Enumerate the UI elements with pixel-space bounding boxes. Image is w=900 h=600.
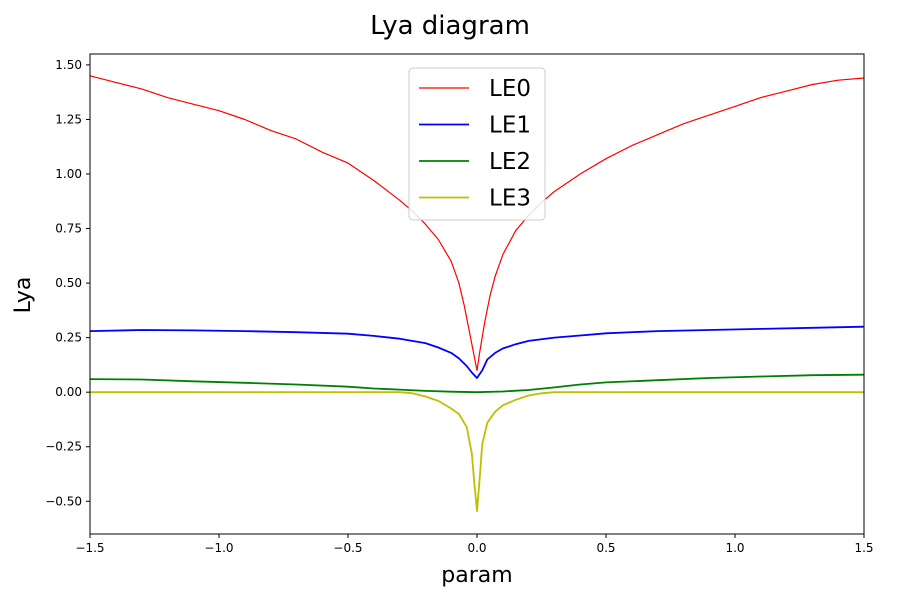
y-tick-label: 0.50 xyxy=(55,276,82,290)
x-tick-label: 0.0 xyxy=(467,541,486,555)
y-tick-label: 1.50 xyxy=(55,58,82,72)
legend-label-le1: LE1 xyxy=(489,113,531,139)
series-line-le1 xyxy=(89,325,865,379)
chart-title: Lya diagram xyxy=(370,11,530,41)
y-tick-label: −0.25 xyxy=(45,440,82,454)
legend-label-le3: LE3 xyxy=(489,186,531,212)
x-tick-label: 1.0 xyxy=(725,541,744,555)
y-tick-label: −0.50 xyxy=(45,494,82,508)
legend-label-le0: LE0 xyxy=(489,76,531,102)
x-tick-label: −0.5 xyxy=(333,541,362,555)
x-tick-label: 0.5 xyxy=(596,541,615,555)
series-line-le2 xyxy=(89,373,865,394)
plot-area: −1.5 −1.0 −0.5 0.0 0.5 1.0 1.5 −0.50 −0.25 0.00 0.… xyxy=(45,53,874,555)
x-tick-label: −1.5 xyxy=(75,541,104,555)
x-tick-label: 1.5 xyxy=(854,541,873,555)
y-axis-label: Lya xyxy=(11,277,36,314)
series-line-le0 xyxy=(89,75,865,371)
series-line-le3 xyxy=(90,391,864,513)
y-tick-label: 1.25 xyxy=(55,112,82,126)
x-tick-label: −1.0 xyxy=(204,541,233,555)
legend-box xyxy=(408,67,546,221)
y-tick-label: 0.00 xyxy=(55,385,82,399)
y-tick-label: 1.00 xyxy=(55,167,82,181)
x-axis-label: param xyxy=(441,563,512,588)
y-tick-label: 0.25 xyxy=(55,331,82,345)
legend-label-le2: LE2 xyxy=(489,149,531,175)
y-tick-label: 0.75 xyxy=(55,222,82,236)
